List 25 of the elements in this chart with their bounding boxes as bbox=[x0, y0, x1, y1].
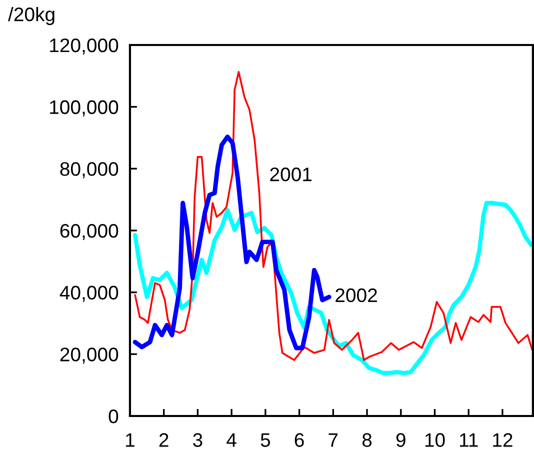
x-tick-label: 6 bbox=[294, 433, 304, 447]
x-tick-label: 8 bbox=[362, 433, 372, 447]
line-series bbox=[132, 200, 533, 376]
x-tick-label: 12 bbox=[493, 433, 512, 447]
x-tick-label: 9 bbox=[396, 433, 406, 447]
x-tick-label: 4 bbox=[226, 433, 236, 447]
x-tick-label: 2 bbox=[159, 433, 168, 447]
line-series bbox=[134, 71, 533, 361]
series-label: 2001 bbox=[270, 168, 312, 182]
x-tick-label: 1 bbox=[126, 433, 134, 447]
line-series bbox=[132, 134, 332, 350]
x-tick-label: 3 bbox=[193, 433, 202, 447]
series-label: 2002 bbox=[336, 288, 377, 302]
y-tick-label: 100,000 bbox=[50, 100, 118, 116]
y-axis-title: /20kg bbox=[8, 6, 54, 26]
x-tick-label: 10 bbox=[425, 433, 445, 447]
x-tick-label: 5 bbox=[260, 433, 270, 447]
x-tick-label: 11 bbox=[460, 433, 478, 447]
y-tick-label: 40,000 bbox=[60, 286, 118, 302]
y-tick-label: 120,000 bbox=[50, 38, 118, 55]
y-tick-label: 80,000 bbox=[60, 162, 118, 178]
y-tick-label: 60,000 bbox=[60, 224, 118, 240]
y-tick-label: 20,000 bbox=[60, 348, 118, 364]
y-tick-label: 0 bbox=[108, 409, 118, 424]
x-tick-label: 7 bbox=[328, 433, 338, 447]
